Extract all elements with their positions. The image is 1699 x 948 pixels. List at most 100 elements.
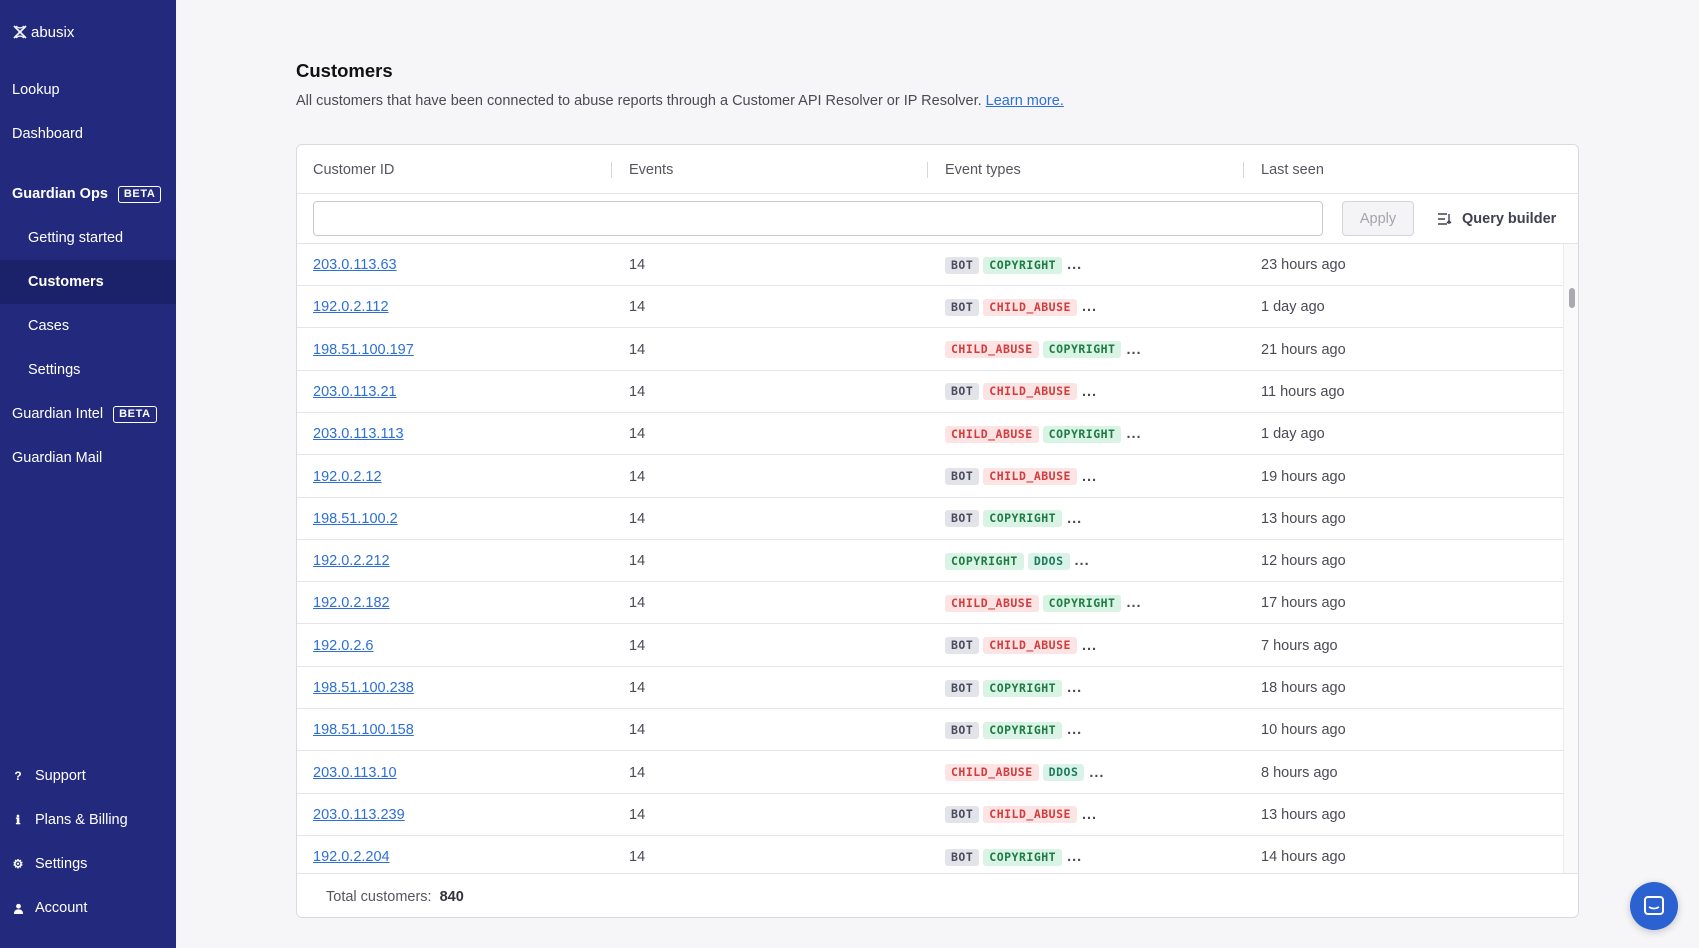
more-event-types-indicator[interactable]: ...: [1081, 468, 1098, 485]
table-row[interactable]: 192.0.2.204 14 BOT COPYRIGHT... 14 hours ago: [297, 836, 1563, 873]
event-type-tag: COPYRIGHT: [1042, 594, 1122, 612]
sidebar-item-customers[interactable]: Customers: [0, 260, 176, 304]
cell-customer-id: 192.0.2.182: [313, 582, 390, 624]
cell-events: 14: [629, 341, 646, 358]
column-header-event-types[interactable]: Event types: [945, 161, 1021, 178]
more-event-types-indicator[interactable]: ...: [1126, 595, 1142, 612]
cell-events: 14: [629, 553, 646, 570]
more-event-types-indicator[interactable]: ...: [1081, 637, 1098, 654]
sidebar-item-label: Plans & Billing: [35, 812, 128, 828]
more-event-types-indicator[interactable]: ...: [1067, 257, 1083, 273]
sidebar-item-guardian-intel[interactable]: Guardian Intel BETA: [0, 392, 176, 436]
scrollbar-thumb[interactable]: [1569, 288, 1575, 308]
column-resize-handle[interactable]: [927, 162, 928, 178]
customer-id-link[interactable]: 203.0.113.10: [313, 764, 397, 781]
customer-id-link[interactable]: 198.51.100.197: [313, 341, 414, 358]
customer-id-link[interactable]: 203.0.113.113: [313, 426, 404, 443]
learn-more-link[interactable]: Learn more.: [985, 93, 1064, 109]
sidebar-item-guardian-ops[interactable]: Guardian Ops BETA: [0, 172, 176, 216]
table-row[interactable]: 192.0.2.6 14 BOT CHILD_ABUSE... 7 hours ago: [297, 624, 1563, 667]
cell-events: 14: [629, 383, 646, 400]
query-builder-button[interactable]: Query builder: [1437, 201, 1556, 236]
event-type-tag: COPYRIGHT: [983, 721, 1063, 739]
sidebar-item-ops-settings[interactable]: Settings: [0, 348, 176, 392]
more-event-types-indicator[interactable]: ...: [1067, 510, 1083, 527]
abusix-logo[interactable]: abusix: [12, 22, 74, 42]
cell-events: 14: [629, 806, 646, 823]
more-event-types-indicator[interactable]: ...: [1067, 722, 1083, 739]
customer-id-link[interactable]: 203.0.113.63: [313, 257, 397, 273]
customer-id-link[interactable]: 198.51.100.158: [313, 722, 414, 739]
cell-events: 14: [629, 764, 646, 781]
customer-id-link[interactable]: 192.0.2.204: [313, 849, 390, 866]
table-row[interactable]: 203.0.113.113 14 CHILD_ABUSE COPYRIGHT... 1 …: [297, 413, 1563, 456]
cell-events: 14: [629, 510, 646, 527]
table-row[interactable]: 203.0.113.10 14 CHILD_ABUSE DDOS... 8 hours …: [297, 751, 1563, 794]
more-event-types-indicator[interactable]: ...: [1126, 341, 1142, 358]
more-event-types-indicator[interactable]: ...: [1067, 680, 1083, 696]
event-type-tag: BOT: [945, 468, 980, 485]
sidebar: abusix Lookup Dashboard Guardian Ops BET…: [0, 0, 176, 948]
more-event-types-indicator[interactable]: ...: [1081, 806, 1098, 823]
sidebar-item-plans-billing[interactable]: ℹ Plans & Billing: [12, 809, 128, 831]
sidebar-item-guardian-mail[interactable]: Guardian Mail: [0, 436, 176, 480]
event-type-tag: COPYRIGHT: [1042, 341, 1122, 359]
customer-id-link[interactable]: 203.0.113.239: [313, 806, 405, 823]
sidebar-item-lookup[interactable]: Lookup: [0, 68, 176, 112]
customer-id-link[interactable]: 203.0.113.21: [313, 383, 397, 400]
column-header-last-seen[interactable]: Last seen: [1261, 161, 1324, 178]
cell-events: 14: [629, 722, 646, 739]
column-resize-handle[interactable]: [1243, 162, 1244, 178]
sidebar-item-label: Guardian Ops: [12, 186, 108, 202]
column-header-customer-id[interactable]: Customer ID: [313, 161, 395, 178]
table-row[interactable]: 203.0.113.21 14 BOT CHILD_ABUSE... 11 hours …: [297, 370, 1563, 413]
column-resize-handle[interactable]: [611, 162, 612, 178]
chat-launcher-button[interactable]: [1630, 882, 1678, 930]
total-customers-count: 840: [439, 888, 464, 905]
cell-last-seen: 11 hours ago: [1261, 383, 1345, 400]
customer-id-link[interactable]: 192.0.2.182: [313, 595, 390, 612]
event-type-tag: CHILD_ABUSE: [945, 764, 1039, 782]
sidebar-item-account[interactable]: Account: [12, 897, 87, 919]
customer-id-link[interactable]: 198.51.100.238: [313, 680, 414, 696]
sidebar-item-support[interactable]: ? Support: [12, 765, 85, 787]
cell-last-seen: 18 hours ago: [1261, 680, 1346, 696]
table-row[interactable]: 192.0.2.112 14 BOT CHILD_ABUSE... 1 day ago: [297, 286, 1563, 329]
more-event-types-indicator[interactable]: ...: [1126, 426, 1142, 443]
customer-id-link[interactable]: 192.0.2.212: [313, 553, 390, 570]
cell-last-seen: 1 day ago: [1261, 299, 1325, 316]
apply-button[interactable]: Apply: [1342, 201, 1414, 236]
more-event-types-indicator[interactable]: ...: [1067, 849, 1083, 866]
query-builder-icon: [1438, 212, 1452, 225]
sidebar-item-label: Account: [35, 900, 88, 916]
table-row[interactable]: 192.0.2.212 14 COPYRIGHT DDOS... 12 hours ag…: [297, 540, 1563, 583]
table-row[interactable]: 198.51.100.238 14 BOT COPYRIGHT... 18 hours …: [297, 667, 1563, 709]
sidebar-item-getting-started[interactable]: Getting started: [0, 216, 176, 260]
sidebar-item-settings[interactable]: ⚙ Settings: [12, 853, 88, 875]
more-event-types-indicator[interactable]: ...: [1081, 383, 1098, 400]
more-event-types-indicator[interactable]: ...: [1074, 553, 1090, 570]
customer-id-link[interactable]: 192.0.2.112: [313, 299, 389, 316]
sidebar-item-dashboard[interactable]: Dashboard: [0, 112, 176, 156]
customer-id-link[interactable]: 192.0.2.12: [313, 468, 382, 485]
sidebar-item-label: Dashboard: [12, 126, 83, 142]
customer-id-link[interactable]: 198.51.100.2: [313, 510, 398, 527]
customer-id-link[interactable]: 192.0.2.6: [313, 637, 374, 654]
table-row[interactable]: 198.51.100.2 14 BOT COPYRIGHT... 13 hours ag…: [297, 497, 1563, 540]
sidebar-item-label: Guardian Intel: [12, 406, 104, 422]
more-event-types-indicator[interactable]: ...: [1081, 299, 1098, 316]
table-row[interactable]: 198.51.100.158 14 BOT COPYRIGHT... 10 hours …: [297, 709, 1563, 752]
table-row[interactable]: 192.0.2.182 14 CHILD_ABUSE COPYRIGHT... 17 h…: [297, 582, 1563, 625]
event-type-tag: CHILD_ABUSE: [983, 468, 1077, 485]
table-row[interactable]: 203.0.113.239 14 BOT CHILD_ABUSE... 13 hours…: [297, 793, 1563, 836]
sidebar-item-cases[interactable]: Cases: [0, 304, 176, 348]
table-row[interactable]: 198.51.100.197 14 CHILD_ABUSE COPYRIGHT... 2…: [297, 328, 1563, 371]
table-scrollbar[interactable]: [1563, 244, 1578, 873]
table-row[interactable]: 192.0.2.12 14 BOT CHILD_ABUSE... 19 hours ag…: [297, 455, 1563, 498]
column-header-events[interactable]: Events: [629, 161, 674, 178]
table-row[interactable]: 203.0.113.63 14 BOT COPYRIGHT... 23 hours ag…: [297, 244, 1563, 286]
cell-event-types: BOT COPYRIGHT...: [945, 836, 1082, 873]
event-type-tag: CHILD_ABUSE: [945, 425, 1039, 443]
more-event-types-indicator[interactable]: ...: [1089, 764, 1105, 781]
filter-input[interactable]: [313, 201, 1323, 236]
